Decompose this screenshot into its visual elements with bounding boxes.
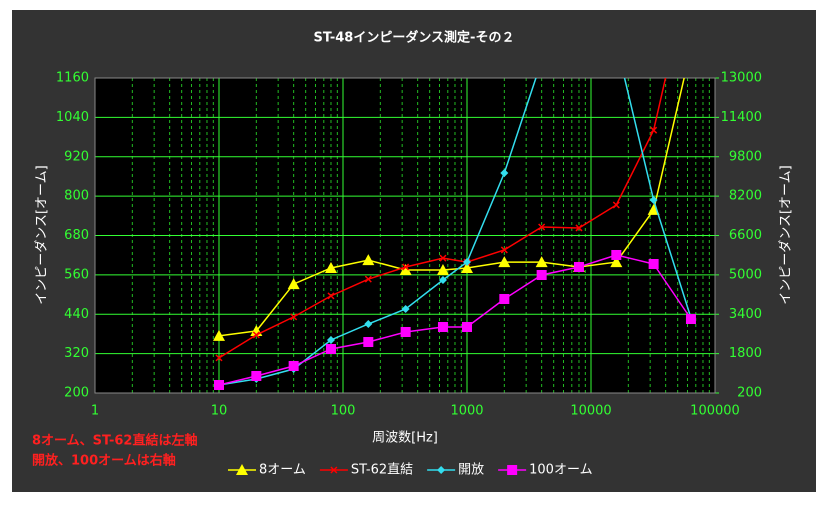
marker xyxy=(437,321,448,332)
y2-tick-label: 5000 xyxy=(729,267,762,282)
marker xyxy=(327,292,335,300)
marker xyxy=(463,258,471,267)
marker xyxy=(290,313,298,321)
marker xyxy=(462,321,472,332)
marker xyxy=(364,275,372,283)
y-tick-label: 680 xyxy=(64,228,89,243)
marker xyxy=(438,275,447,284)
marker xyxy=(573,262,584,272)
x-tick-label: 1 xyxy=(91,404,99,419)
y2-tick-label: 6600 xyxy=(729,228,762,243)
y-tick-label: 320 xyxy=(64,346,89,361)
series-line xyxy=(218,254,692,386)
y2-tick-label: 3400 xyxy=(729,307,762,322)
legend-label: 100オーム xyxy=(529,463,592,478)
y2-tick-label: 200 xyxy=(737,386,762,401)
marker xyxy=(364,319,373,328)
annotation: 開放、100オームは右軸 xyxy=(32,453,176,469)
marker xyxy=(536,269,547,280)
series-layer xyxy=(213,78,696,391)
marker xyxy=(251,370,262,381)
marker xyxy=(500,168,509,177)
marker xyxy=(326,335,335,344)
x-tick-label: 1000 xyxy=(450,404,483,419)
annotation: 8オーム、ST-62直結は左軸 xyxy=(32,433,197,449)
marker xyxy=(500,246,508,254)
marker xyxy=(498,256,511,268)
series-line xyxy=(218,78,692,386)
marker xyxy=(461,261,473,273)
marker xyxy=(649,196,658,205)
plot-border xyxy=(94,77,716,394)
y2-axis-title: インピーダンス[オーム] xyxy=(779,165,794,305)
y2-tick-label: 13000 xyxy=(721,71,762,86)
marker xyxy=(575,224,583,232)
marker xyxy=(214,380,224,391)
x-axis-title: 周波数[Hz] xyxy=(372,431,438,446)
marker xyxy=(215,354,223,362)
legend-label: 開放 xyxy=(458,463,484,478)
y-tick-label: 440 xyxy=(64,307,89,322)
chart-title: ST-48インピーダンス測定-その２ xyxy=(314,30,515,46)
marker xyxy=(402,263,410,271)
marker xyxy=(647,203,660,215)
marker xyxy=(612,201,620,209)
marker xyxy=(611,249,622,260)
marker xyxy=(439,254,447,262)
x-tick-label: 10 xyxy=(211,404,228,419)
y2-tick-label: 9800 xyxy=(729,149,762,164)
x-tick-label: 100000 xyxy=(690,404,740,419)
y-tick-label: 1160 xyxy=(56,71,89,86)
marker xyxy=(499,293,510,304)
y-tick-label: 560 xyxy=(64,267,89,282)
y-axis-title: インピーダンス[オーム] xyxy=(35,165,50,305)
y2-tick-label: 1800 xyxy=(729,346,762,361)
marker xyxy=(610,256,623,268)
marker xyxy=(650,126,658,134)
x-tick-label: 100 xyxy=(331,404,356,419)
marker xyxy=(362,254,375,266)
marker xyxy=(363,337,374,348)
series-line xyxy=(218,78,667,359)
marker xyxy=(400,326,411,337)
marker xyxy=(535,256,548,268)
marker xyxy=(324,261,337,273)
y-tick-label: 1040 xyxy=(56,110,89,125)
legend-label: ST-62直結 xyxy=(351,463,413,478)
marker xyxy=(437,466,446,474)
legend-label: 8オーム xyxy=(259,463,306,478)
marker xyxy=(685,313,696,324)
y-tick-label: 200 xyxy=(64,386,89,401)
marker xyxy=(287,278,300,290)
marker xyxy=(401,305,410,314)
y2-tick-label: 11400 xyxy=(721,110,762,125)
marker xyxy=(399,263,412,275)
x-tick-label: 10000 xyxy=(570,404,611,419)
marker xyxy=(436,263,449,275)
marker xyxy=(213,329,225,341)
marker xyxy=(538,223,546,231)
marker xyxy=(236,464,248,475)
y2-tick-label: 8200 xyxy=(729,189,762,204)
marker xyxy=(648,258,659,269)
legend: 8オーム ST-62直結 開放 100オーム xyxy=(228,463,593,478)
series-line xyxy=(218,78,685,337)
y-tick-label: 920 xyxy=(64,149,89,164)
marker xyxy=(330,466,338,474)
marker xyxy=(507,465,518,475)
marker xyxy=(288,361,299,372)
marker xyxy=(325,343,336,354)
marker xyxy=(252,331,260,339)
y-tick-label: 800 xyxy=(64,189,89,204)
